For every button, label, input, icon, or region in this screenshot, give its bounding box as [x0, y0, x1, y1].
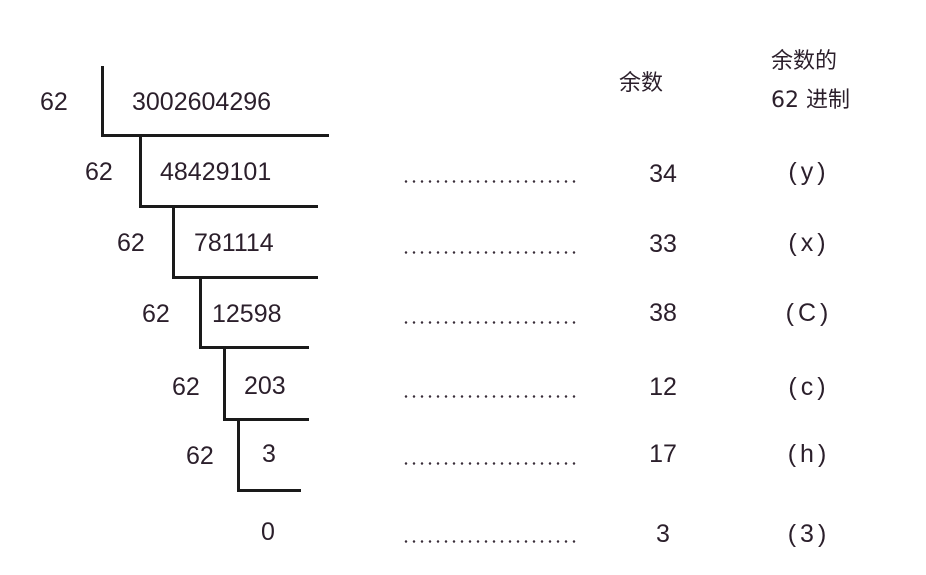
division-bracket-vertical: [199, 278, 202, 348]
division-bracket-vertical: [139, 136, 142, 207]
step-divisor: 62: [117, 229, 145, 257]
leader-dots: [402, 321, 580, 324]
base62-column-header-line2: 62 进制: [771, 88, 850, 113]
remainder-value: 38: [649, 299, 677, 327]
base62-digit: (3): [787, 520, 831, 548]
dividend-value: 3002604296: [132, 88, 272, 116]
division-bracket-vertical: [172, 207, 175, 278]
division-bracket-horizontal: [139, 205, 318, 208]
remainder-value: 33: [649, 230, 677, 258]
step-quotient: 781114: [194, 229, 274, 257]
step-quotient: 48429101: [160, 158, 272, 186]
division-bracket-horizontal: [101, 134, 329, 137]
division-bracket-horizontal: [237, 489, 301, 492]
remainder-value: 12: [649, 373, 677, 401]
leader-dots: [402, 180, 580, 183]
remainder-value: 3: [656, 520, 670, 548]
remainder-value: 17: [649, 440, 677, 468]
final-quotient: 0: [261, 518, 275, 546]
base62-digit: (h): [787, 440, 831, 468]
step-divisor: 62: [85, 158, 113, 186]
base62-digit: (y): [788, 158, 830, 186]
division-bracket-horizontal: [223, 418, 309, 421]
base62-column-header-line1: 余数的: [771, 49, 838, 74]
base62-digit: (x): [788, 229, 830, 257]
division-bracket-vertical: [237, 420, 240, 491]
step-divisor: 62: [172, 373, 200, 401]
step-quotient: 12598: [212, 300, 282, 328]
divisor-label: 62: [40, 88, 68, 116]
remainder-column-header: 余数: [619, 71, 664, 96]
base62-digit: (C): [785, 299, 833, 327]
base62-digit: (c): [788, 373, 830, 401]
step-divisor: 62: [186, 442, 214, 470]
division-bracket-horizontal: [172, 276, 318, 279]
leader-dots: [402, 251, 580, 254]
division-bracket-horizontal: [199, 346, 309, 349]
step-quotient: 203: [244, 372, 286, 400]
remainder-value: 34: [649, 160, 677, 188]
leader-dots: [402, 462, 580, 465]
step-divisor: 62: [142, 300, 170, 328]
step-quotient: 3: [262, 440, 276, 468]
division-bracket-vertical: [101, 66, 104, 136]
division-bracket-vertical: [223, 348, 226, 420]
leader-dots: [402, 395, 580, 398]
leader-dots: [402, 540, 580, 543]
